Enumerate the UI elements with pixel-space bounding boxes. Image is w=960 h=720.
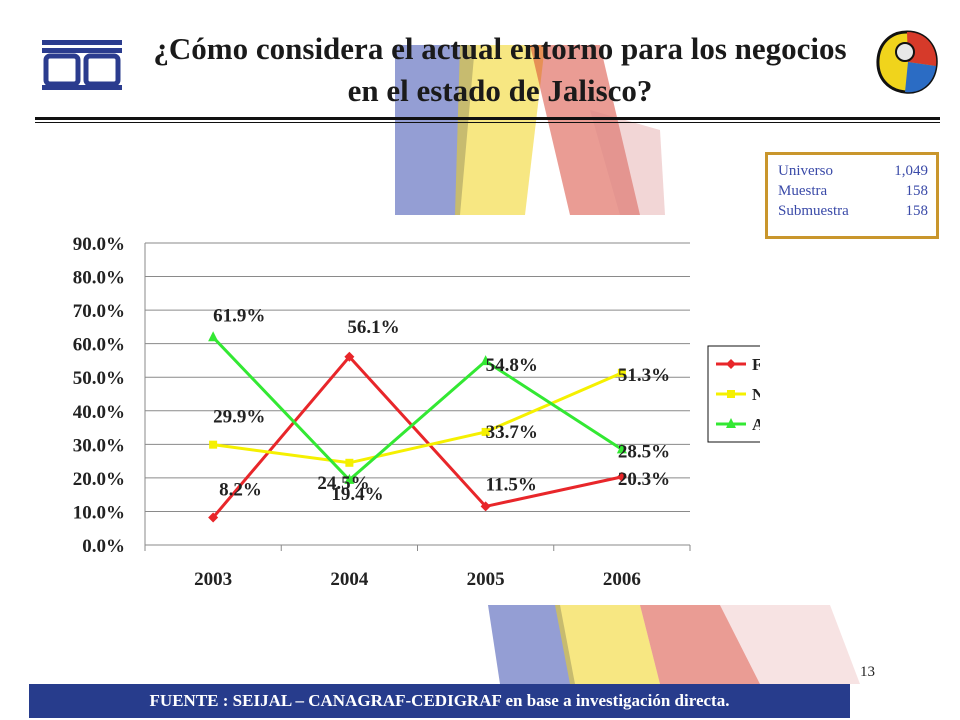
data-label-adverso: 61.9%	[213, 305, 265, 326]
point-adverso	[616, 443, 627, 454]
point-favorable	[616, 471, 627, 482]
point-favorable	[208, 512, 219, 523]
y-tick-label: 80.0%	[73, 268, 125, 289]
sample-info-box: Universo 1,049 Muestra 158 Submuestra 15…	[765, 152, 939, 239]
legend-label-favorable: Favorable	[752, 355, 760, 374]
x-tick-label: 2005	[467, 569, 505, 590]
info-row-submuestra: Submuestra 158	[778, 201, 928, 221]
page-number: 13	[860, 664, 875, 680]
info-label: Universo	[778, 163, 833, 179]
y-tick-label: 30.0%	[73, 435, 125, 456]
point-normal	[345, 458, 354, 467]
y-tick-label: 40.0%	[73, 402, 125, 423]
y-tick-label: 60.0%	[73, 335, 125, 356]
info-value: 1,049	[894, 163, 928, 179]
y-tick-label: 20.0%	[73, 469, 125, 490]
data-label-adverso: 19.4%	[331, 484, 383, 505]
y-tick-label: 90.0%	[73, 234, 125, 255]
data-label-normal: 33.7%	[486, 422, 538, 443]
title-divider-thin	[35, 122, 940, 123]
info-value: 158	[905, 183, 929, 199]
legend-label-normal: Normal	[752, 385, 760, 404]
legend-label-adverso: Adverso	[752, 415, 760, 434]
data-label-normal: 29.9%	[213, 407, 265, 428]
data-label-favorable: 56.1%	[347, 317, 399, 338]
y-tick-label: 10.0%	[73, 502, 125, 523]
point-adverso	[208, 331, 219, 342]
point-normal	[481, 427, 490, 436]
info-value: 158	[905, 203, 929, 219]
line-chart: 0.0% 10.0% 20.0% 30.0% 40.0% 50.0% 60.0% 70.0% 8…	[73, 234, 760, 590]
series-line-adverso	[212, 336, 623, 482]
data-label-normal: 24.5%	[317, 473, 369, 494]
point-normal	[617, 368, 626, 377]
title-divider	[35, 117, 940, 120]
series-line-favorable	[211, 354, 623, 519]
data-label-favorable: 11.5%	[486, 474, 537, 495]
info-row-muestra: Muestra 158	[778, 181, 928, 201]
x-tick-label: 2006	[603, 569, 641, 590]
info-label: Muestra	[778, 183, 828, 199]
legend-marker-favorable	[726, 359, 736, 369]
point-favorable	[344, 351, 355, 362]
point-favorable	[480, 501, 491, 512]
x-tick-label: 2003	[194, 569, 232, 590]
data-label-favorable: 8.2%	[219, 479, 262, 500]
source-footer: FUENTE : SEIJAL – CANAGRAF-CEDIGRAF en b…	[29, 684, 850, 718]
data-label-normal: 51.3%	[618, 365, 670, 386]
page-title: ¿Cómo considera el actual entorno para l…	[153, 31, 847, 108]
series-line-normal	[212, 371, 623, 465]
y-tick-label: 50.0%	[73, 368, 125, 389]
point-adverso	[480, 355, 491, 366]
cedigraf-logo	[42, 40, 122, 90]
legend-marker-normal	[727, 390, 735, 398]
jalisco-logo	[876, 30, 938, 94]
data-label-favorable: 20.3%	[618, 469, 670, 490]
x-tick-label: 2004	[330, 569, 369, 590]
data-label-adverso: 54.8%	[486, 355, 538, 376]
y-tick-label: 0.0%	[82, 536, 125, 557]
y-tick-label: 70.0%	[73, 301, 125, 322]
info-row-universo: Universo 1,049	[778, 161, 928, 181]
info-label: Submuestra	[778, 203, 849, 219]
legend-marker-adverso	[726, 418, 736, 428]
data-label-adverso: 28.5%	[618, 441, 670, 462]
point-adverso	[344, 473, 355, 484]
point-normal	[209, 440, 218, 449]
